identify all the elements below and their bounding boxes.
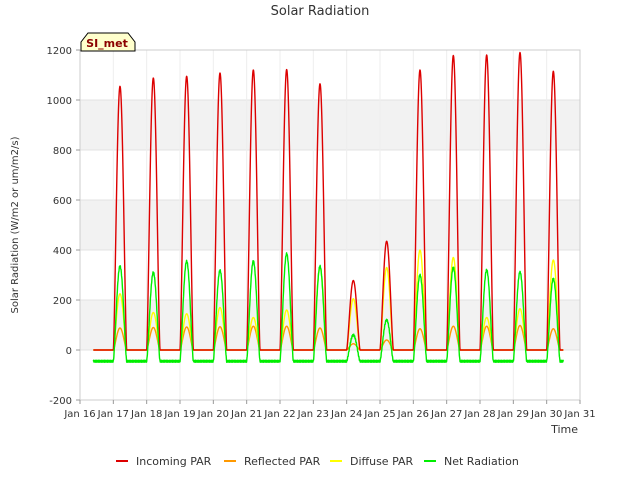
x-tick-label: Jan 19 [163, 409, 195, 420]
plot-band [80, 50, 580, 100]
plot-band [80, 300, 580, 350]
y-axis-label: Solar Radiation (W/m2 or um/m2/s) [10, 136, 21, 313]
legend-label-reflected: Reflected PAR [244, 455, 321, 468]
y-tick-label: 200 [53, 296, 72, 307]
y-tick-label: 1000 [47, 96, 72, 107]
y-tick-label: 0 [66, 346, 72, 357]
chart-title: Solar Radiation [271, 4, 370, 19]
y-axis-ticks: -200 0 200 400 600 800 1000 1200 [47, 46, 80, 407]
plot-band [80, 250, 580, 300]
legend: Incoming PAR Reflected PAR Diffuse PAR Net … [116, 455, 519, 468]
x-tick-label: Jan 22 [263, 409, 295, 420]
x-tick-label: Jan 28 [463, 409, 495, 420]
y-tick-label: 600 [53, 196, 72, 207]
plot-bands [80, 50, 580, 400]
x-tick-label: Jan 21 [230, 409, 262, 420]
plot-band [80, 100, 580, 150]
x-tick-label: Jan 17 [97, 409, 129, 420]
y-tick-label: 800 [53, 146, 72, 157]
x-tick-label: Jan 31 [563, 409, 595, 420]
x-tick-label: Jan 25 [363, 409, 395, 420]
plot-band [80, 350, 580, 400]
x-tick-label: Jan 29 [497, 409, 529, 420]
plot-band [80, 150, 580, 200]
y-tick-label: -200 [49, 396, 72, 407]
x-tick-label: Jan 23 [297, 409, 329, 420]
x-axis-ticks: Jan 16 Jan 17 Jan 18 Jan 19 Jan 20 Jan 21 Jan … [63, 400, 596, 420]
x-tick-label: Jan 30 [530, 409, 562, 420]
station-badge-box [80, 32, 136, 52]
x-tick-label: Jan 27 [430, 409, 462, 420]
series-line-net [92, 252, 564, 363]
x-tick-label: Jan 24 [330, 409, 362, 420]
station-badge: SI_met [80, 32, 136, 52]
y-tick-label: 1200 [47, 46, 72, 57]
plot-frame [79, 49, 581, 401]
legend-label-net: Net Radiation [444, 455, 519, 468]
y-tick-label: 400 [53, 246, 72, 257]
x-tick-label: Jan 20 [197, 409, 229, 420]
x-tick-label: Jan 18 [130, 409, 162, 420]
station-badge-label: SI_met [86, 37, 128, 50]
x-axis-label: Time [550, 423, 578, 436]
legend-label-incoming: Incoming PAR [136, 455, 212, 468]
legend-label-diffuse: Diffuse PAR [350, 455, 414, 468]
x-tick-label: Jan 26 [397, 409, 429, 420]
series-line-incoming [92, 51, 564, 351]
series-group [92, 51, 564, 363]
x-tick-label: Jan 16 [63, 409, 95, 420]
plot-band [80, 200, 580, 250]
